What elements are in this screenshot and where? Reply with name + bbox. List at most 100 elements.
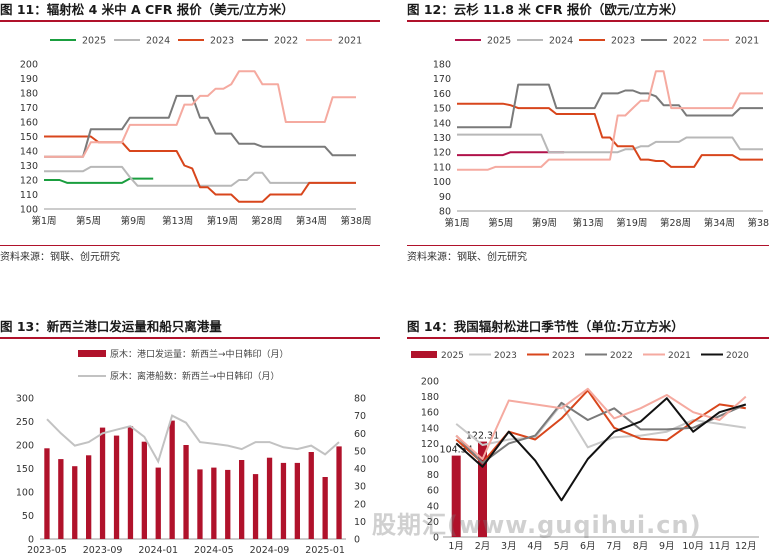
bar bbox=[211, 467, 217, 539]
series-line-2023 bbox=[455, 389, 746, 464]
chart-fig12: 2025 2024 2023 2022 2021 80 90 100 110 120 130 140 1… bbox=[433, 36, 769, 230]
series-line-2023 bbox=[44, 135, 356, 203]
bar bbox=[141, 441, 147, 539]
y-tick-label: 140 bbox=[421, 423, 439, 434]
legend-label: 2021 bbox=[735, 36, 759, 47]
y-tick-label: 160 bbox=[20, 118, 38, 129]
title-rule bbox=[0, 337, 380, 339]
watermark: 股期汇(www.guqihui.cn) bbox=[372, 511, 702, 539]
x-tick-label: 第28周 bbox=[660, 217, 691, 229]
legend-label: 2023 bbox=[494, 351, 517, 361]
chart-title: 图 13：新西兰港口发运量和船只离港量 bbox=[0, 319, 222, 334]
series-line-2025 bbox=[44, 177, 154, 184]
bar bbox=[239, 460, 245, 539]
x-tick-label: 1月 bbox=[448, 541, 464, 552]
series-line-2020 bbox=[455, 397, 747, 502]
bar bbox=[197, 469, 203, 539]
series-line-2024 bbox=[457, 133, 763, 154]
y-tick-label: 180 bbox=[421, 392, 439, 403]
title-rule bbox=[407, 337, 769, 339]
y-tick-label: 160 bbox=[421, 408, 439, 419]
series-line-2022 bbox=[457, 83, 763, 129]
series-line-2023 bbox=[455, 403, 746, 449]
y2-tick-label: 70 bbox=[354, 411, 366, 422]
legend-label: 2023 bbox=[552, 351, 575, 361]
bar bbox=[72, 466, 78, 539]
bar bbox=[266, 457, 273, 539]
bottom-rule bbox=[407, 245, 769, 246]
y-tick-label: 150 bbox=[16, 464, 34, 475]
series-line-ships bbox=[46, 414, 340, 465]
data-label: 104.34 bbox=[440, 445, 473, 456]
bottom-rule bbox=[0, 245, 380, 246]
x-tick-label: 第5周 bbox=[488, 217, 513, 229]
y-tick-label: 160 bbox=[433, 89, 451, 100]
chart-title: 图 14：我国辐射松进口季节性（单位:万立方米） bbox=[407, 319, 684, 334]
legend-label: 2023 bbox=[210, 36, 234, 47]
y-tick-label: 80 bbox=[439, 207, 451, 218]
chart-title: 图 11：辐射松 4 米中 A CFR 报价（美元/立方米） bbox=[0, 2, 294, 17]
x-tick-label: 2023-09 bbox=[83, 545, 123, 554]
legend-label: 2024 bbox=[549, 36, 573, 47]
y-tick-label: 0 bbox=[433, 533, 439, 544]
x-tick-label: 第34周 bbox=[704, 217, 735, 229]
panel-fig11: 图 11：辐射松 4 米中 A CFR 报价（美元/立方米） 2025 2024 2… bbox=[0, 0, 380, 270]
bar bbox=[113, 435, 120, 539]
series-line-2021 bbox=[455, 387, 747, 460]
title-rule bbox=[0, 20, 380, 22]
bar bbox=[294, 462, 300, 539]
legend-swatch bbox=[411, 351, 437, 358]
y-tick-label: 150 bbox=[20, 132, 38, 143]
legend-label: 2025 bbox=[487, 36, 511, 47]
source-note: 资料来源：钢联、创元研究 bbox=[407, 252, 527, 263]
y2-tick-label: 50 bbox=[354, 446, 366, 457]
y-tick-label: 100 bbox=[16, 488, 34, 499]
legend-label: 2025 bbox=[82, 36, 106, 47]
y2-tick-label: 60 bbox=[354, 429, 366, 440]
y-tick-label: 50 bbox=[22, 511, 34, 522]
x-tick-label: 第38周 bbox=[340, 215, 371, 227]
y-tick-label: 170 bbox=[20, 103, 38, 114]
x-tick-label: 第9周 bbox=[121, 215, 146, 227]
y2-tick-label: 20 bbox=[354, 499, 366, 510]
chart-title: 图 12：云杉 11.8 米 CFR 报价（欧元/立方米） bbox=[407, 2, 684, 17]
bar bbox=[225, 469, 231, 539]
x-tick-label: 第13周 bbox=[162, 215, 193, 227]
series-line-2023 bbox=[457, 102, 763, 168]
y-tick-label: 190 bbox=[20, 74, 38, 85]
bar bbox=[336, 446, 342, 539]
bar bbox=[86, 455, 92, 539]
y-tick-label: 200 bbox=[16, 441, 34, 452]
y-tick-label: 130 bbox=[20, 161, 38, 172]
y-tick-label: 180 bbox=[20, 89, 38, 100]
bar bbox=[451, 455, 461, 537]
series-line-2021 bbox=[457, 70, 763, 171]
x-tick-label: 第19周 bbox=[207, 215, 238, 227]
panel-fig12: 图 12：云杉 11.8 米 CFR 报价（欧元/立方米） 2025 2024 20… bbox=[407, 0, 769, 270]
chart-fig14: 2025 2023 2023 2022 2021 20200204060801001201… bbox=[411, 351, 759, 552]
legend-label: 2023 bbox=[611, 36, 635, 47]
x-tick-label: 2024-05 bbox=[194, 545, 234, 554]
x-tick-label: 2024-01 bbox=[138, 545, 178, 554]
y-tick-label: 120 bbox=[433, 148, 451, 159]
x-tick-label: 第34周 bbox=[296, 215, 327, 227]
bar bbox=[308, 452, 314, 539]
x-tick-label: 第19周 bbox=[616, 217, 647, 229]
bar bbox=[127, 426, 134, 539]
x-tick-label: 5月 bbox=[554, 541, 570, 552]
series-line-2021 bbox=[44, 70, 356, 158]
x-tick-label: 6月 bbox=[580, 541, 596, 552]
x-tick-label: 4月 bbox=[527, 541, 543, 552]
y-tick-label: 180 bbox=[433, 60, 451, 71]
series-line-2022 bbox=[44, 94, 356, 158]
x-tick-label: 第5周 bbox=[76, 215, 101, 227]
legend-label: 2022 bbox=[610, 351, 633, 361]
source-note: 资料来源：钢联、创元研究 bbox=[0, 252, 120, 263]
legend-label: 2024 bbox=[146, 36, 170, 47]
y-tick-label: 100 bbox=[421, 455, 439, 466]
legend-label: 2021 bbox=[338, 36, 362, 47]
y2-tick-label: 80 bbox=[354, 394, 366, 405]
y-tick-label: 120 bbox=[421, 439, 439, 450]
bar bbox=[322, 477, 328, 539]
x-tick-label: 第9周 bbox=[532, 217, 557, 229]
